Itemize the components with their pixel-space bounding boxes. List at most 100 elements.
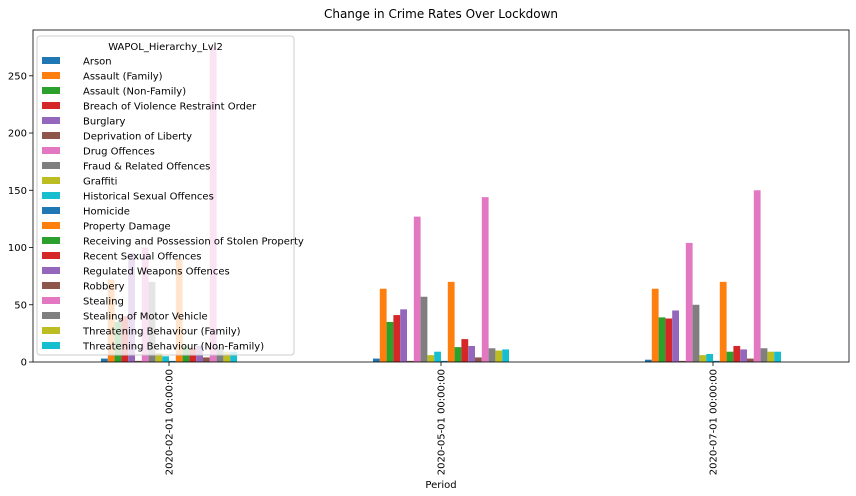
bar-7-2 xyxy=(692,304,700,362)
bar-11-1 xyxy=(447,281,455,362)
legend-swatch-7 xyxy=(42,162,60,169)
bar-18-0 xyxy=(223,351,231,362)
bar-19-0 xyxy=(230,351,237,362)
bar-1-2 xyxy=(651,288,659,362)
bar-8-1 xyxy=(427,355,435,362)
plot-frame xyxy=(32,29,850,363)
legend-entry-2: Assault (Non-Family) xyxy=(83,87,186,98)
bar-8-2 xyxy=(699,355,707,362)
bar-4-1 xyxy=(400,309,407,362)
bar-14-1 xyxy=(468,345,475,362)
legend-entry-8: Graffiti xyxy=(83,177,117,188)
bar-9-2 xyxy=(706,353,713,362)
bar-0-2 xyxy=(645,359,652,362)
legend-swatch-19 xyxy=(42,342,60,349)
axes-group: 0 50 100 150 200 250 2020-02-01 00:00:00 2020-0… xyxy=(8,29,850,475)
bar-17-1 xyxy=(488,348,496,362)
legend-entry-19: Threatening Behaviour (Non-Family) xyxy=(82,342,264,353)
bar-18-1 xyxy=(495,350,503,362)
legend-entry-18: Threatening Behaviour (Family) xyxy=(82,327,241,338)
legend-entry-3: Breach of Violence Restraint Order xyxy=(83,102,257,113)
legend-swatch-11 xyxy=(42,222,60,229)
legend-swatch-3 xyxy=(42,102,60,109)
bar-18-2 xyxy=(767,351,775,362)
legend-swatch-4 xyxy=(42,117,60,124)
bar-6-2 xyxy=(685,242,693,362)
bar-17-2 xyxy=(760,348,768,362)
legend-swatch-13 xyxy=(42,252,60,259)
legend-swatch-1 xyxy=(42,72,60,79)
legend-swatch-8 xyxy=(42,177,60,184)
bar-16-2 xyxy=(753,190,761,362)
legend-entry-4: Burglary xyxy=(83,117,125,128)
x-axis-label: Period xyxy=(425,480,456,491)
bar-0-1 xyxy=(373,358,380,362)
legend: WAPOL_Hierarchy_Lvl2 Arson Assault (Family… xyxy=(36,35,304,356)
bar-10-0 xyxy=(169,360,176,362)
y-tick-label: 150 xyxy=(8,186,27,197)
legend-entry-6: Drug Offences xyxy=(83,147,155,158)
bar-19-1 xyxy=(502,349,509,362)
legend-entry-5: Deprivation of Liberty xyxy=(83,132,192,143)
legend-swatch-9 xyxy=(42,192,60,199)
chart-title: Change in Crime Rates Over Lockdown xyxy=(324,7,558,21)
legend-box xyxy=(36,35,295,356)
legend-swatch-18 xyxy=(42,327,60,334)
legend-swatch-2 xyxy=(42,87,60,94)
x-tick-label: 2020-07-01 00:00:00 xyxy=(709,369,720,475)
legend-swatch-14 xyxy=(42,267,60,274)
legend-swatch-17 xyxy=(42,312,60,319)
bar-15-0 xyxy=(203,357,210,362)
legend-swatch-0 xyxy=(42,57,60,64)
bar-9-1 xyxy=(434,351,441,362)
bar-1-1 xyxy=(379,288,387,362)
bar-7-1 xyxy=(420,296,428,362)
bar-10-2 xyxy=(713,360,720,362)
bar-9-0 xyxy=(162,356,169,362)
x-tick-label: 2020-02-01 00:00:00 xyxy=(165,369,176,475)
bar-19-2 xyxy=(774,351,781,362)
bar-5-1 xyxy=(407,360,414,362)
legend-entry-11: Property Damage xyxy=(83,222,171,233)
legend-entry-14: Regulated Weapons Offences xyxy=(83,267,230,278)
legend-entry-12: Receiving and Possession of Stolen Prope… xyxy=(83,237,304,248)
bar-10-1 xyxy=(441,360,448,362)
legend-swatch-10 xyxy=(42,207,60,214)
x-tick-label: 2020-05-01 00:00:00 xyxy=(437,369,448,475)
bar-0-0 xyxy=(101,358,108,362)
legend-title: WAPOL_Hierarchy_Lvl2 xyxy=(108,42,223,53)
bar-8-0 xyxy=(155,352,163,362)
bar-2-1 xyxy=(386,321,394,362)
bar-11-2 xyxy=(719,281,727,362)
bar-13-2 xyxy=(733,345,741,362)
bar-15-1 xyxy=(475,357,482,362)
legend-entry-0: Arson xyxy=(83,57,112,68)
bar-14-2 xyxy=(740,349,747,362)
legend-entry-15: Robbery xyxy=(83,282,125,293)
bar-4-2 xyxy=(672,310,679,362)
legend-entry-16: Stealing xyxy=(83,297,124,308)
y-tick-label: 200 xyxy=(8,129,27,140)
y-tick-label: 100 xyxy=(8,243,27,254)
legend-entry-9: Historical Sexual Offences xyxy=(83,192,214,203)
legend-swatch-16 xyxy=(42,297,60,304)
bar-3-1 xyxy=(393,315,401,362)
legend-entry-13: Recent Sexual Offences xyxy=(83,252,202,263)
bar-16-1 xyxy=(481,197,489,362)
bar-5-0 xyxy=(135,360,142,362)
legend-entry-7: Fraud & Related Offences xyxy=(83,162,210,173)
y-tick-label: 250 xyxy=(8,71,27,82)
legend-swatch-5 xyxy=(42,132,60,139)
legend-swatch-12 xyxy=(42,237,60,244)
legend-entry-10: Homicide xyxy=(83,207,130,218)
bar-5-2 xyxy=(679,360,686,362)
bar-15-2 xyxy=(747,358,754,362)
bar-12-2 xyxy=(726,351,734,362)
bar-2-2 xyxy=(658,317,666,362)
y-tick-label: 50 xyxy=(14,300,27,311)
bar-13-1 xyxy=(461,339,469,362)
y-tick-label: 0 xyxy=(21,358,27,369)
legend-swatch-15 xyxy=(42,282,60,289)
legend-swatch-6 xyxy=(42,147,60,154)
